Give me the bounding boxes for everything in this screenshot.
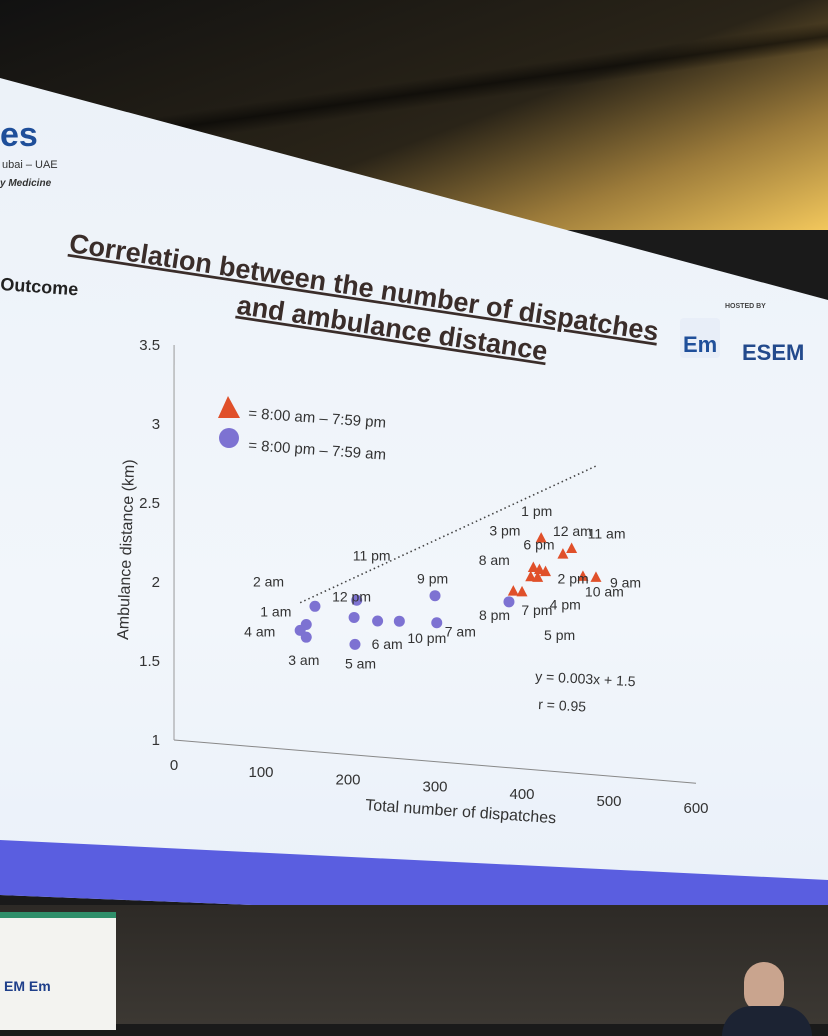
point-label: 11 am <box>588 526 626 542</box>
legend-label-night: = 8:00 pm – 7:59 am <box>248 437 387 464</box>
point-label: 8 pm <box>479 607 510 623</box>
point-label: 9 pm <box>417 571 448 587</box>
point-label: 1 am <box>260 604 291 620</box>
side-heading: Outcome <box>0 274 79 299</box>
y-tick-label: 2.5 <box>139 495 160 512</box>
equation-annotation: y = 0.003x + 1.5 <box>535 668 636 689</box>
data-point-triangle <box>590 571 601 582</box>
y-tick-label: 1.5 <box>139 653 160 670</box>
point-label: 4 pm <box>550 596 581 612</box>
data-point-circle <box>309 601 320 612</box>
y-axis-label: Ambulance distance (km) <box>115 459 138 640</box>
chart-title-group: Correlation between the number of dispat… <box>62 228 661 382</box>
data-point-triangle <box>517 586 528 597</box>
point-label: 2 am <box>253 573 284 589</box>
legend-marker-night <box>219 428 239 448</box>
point-label: 12 am <box>553 523 592 539</box>
corner-text-specialty: y Medicine <box>0 178 52 189</box>
legend-label-day: = 8:00 am – 7:59 pm <box>248 405 387 432</box>
data-point-triangle <box>566 543 577 554</box>
x-tick-label: 100 <box>248 764 273 781</box>
data-point-circle <box>301 632 312 643</box>
point-label: 8 am <box>479 552 510 568</box>
data-point-triangle <box>557 548 568 559</box>
legend-marker-day <box>218 396 240 418</box>
corner-text-location: ubai – UAE <box>2 159 58 171</box>
em-logo: Em <box>683 332 717 357</box>
data-point-circle <box>394 616 405 627</box>
data-point-circle <box>349 612 360 623</box>
point-label: 4 am <box>244 623 275 639</box>
x-tick-label: 200 <box>335 771 360 788</box>
esem-logo: ESEM <box>742 340 804 365</box>
hosted-by-label: HOSTED BY <box>725 303 766 310</box>
point-label: 5 pm <box>544 627 575 643</box>
data-point-circle <box>372 615 383 626</box>
x-tick-label: 600 <box>683 800 708 817</box>
point-label: 3 am <box>288 652 319 668</box>
point-label: 12 pm <box>332 588 371 604</box>
point-label: 10 am <box>585 583 624 599</box>
point-label: 6 pm <box>523 537 554 553</box>
point-label: 1 pm <box>521 503 552 519</box>
data-point-circle <box>431 617 442 628</box>
data-point-circle <box>430 590 441 601</box>
y-tick-label: 3 <box>152 416 160 433</box>
data-point-circle <box>503 596 514 607</box>
data-point-circle <box>349 639 360 650</box>
y-tick-labels: 1 1.5 2 2.5 3 3.5 <box>139 337 160 749</box>
point-label: 7 am <box>445 624 476 640</box>
point-label: 10 pm <box>407 630 446 646</box>
correlation-annotation: r = 0.95 <box>538 696 587 714</box>
point-label: 5 am <box>345 655 376 671</box>
x-tick-label: 300 <box>422 779 447 796</box>
y-tick-label: 2 <box>152 574 160 591</box>
y-tick-label: 1 <box>152 732 160 749</box>
point-label: 11 pm <box>353 547 391 563</box>
data-point-triangle <box>508 585 519 596</box>
point-label: 3 pm <box>489 522 520 538</box>
x-tick-label: 0 <box>170 757 178 774</box>
point-label: 6 am <box>372 636 403 652</box>
point-label: 7 pm <box>521 602 552 618</box>
y-tick-label: 3.5 <box>139 337 160 354</box>
x-tick-label: 400 <box>509 786 534 803</box>
x-tick-label: 500 <box>596 793 621 810</box>
conference-logo-fragment: es <box>0 116 38 154</box>
